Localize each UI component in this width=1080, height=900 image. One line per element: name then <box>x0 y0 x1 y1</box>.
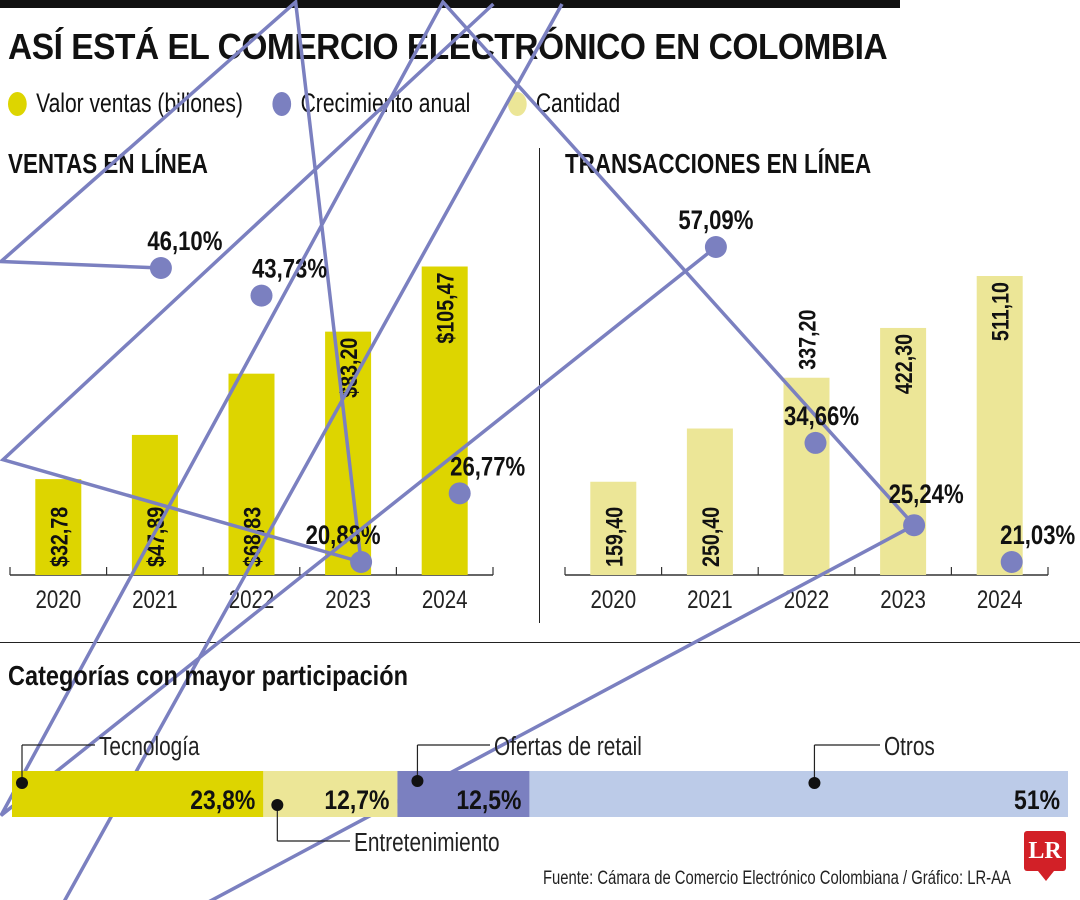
callout-dot <box>271 799 284 811</box>
lr-logo-icon: LR <box>1024 831 1066 881</box>
bar-value-label: 422,30 <box>890 334 917 394</box>
growth-value-label: 57,09% <box>678 206 753 236</box>
bar-value-label: 250,40 <box>697 507 724 567</box>
growth-point <box>1000 551 1023 573</box>
ventas-chart-title: VENTAS EN LÍNEA <box>8 148 208 179</box>
growth-point <box>804 431 827 454</box>
segment-value-label: 51% <box>1014 785 1060 815</box>
x-tick-label: 2024 <box>422 585 468 613</box>
x-tick-label: 2023 <box>325 585 371 613</box>
segment-value-label: 12,5% <box>456 785 521 815</box>
callout-dot <box>411 775 424 787</box>
bar-value-label: $68,83 <box>239 507 266 567</box>
horizontal-divider <box>0 642 1080 643</box>
growth-point <box>704 236 727 258</box>
callout-dot <box>16 777 28 789</box>
segment-otros <box>529 771 1068 817</box>
growth-point <box>448 482 471 505</box>
legend-dot-crecimiento-icon <box>272 91 292 116</box>
bar-2022 <box>228 373 275 575</box>
bar-2024 <box>976 276 1023 575</box>
bar-2021 <box>686 428 733 575</box>
bar-value-label: 159,40 <box>600 507 627 567</box>
x-tick-label: 2020 <box>35 585 81 613</box>
segment-category-label: Entretenimiento <box>354 828 500 857</box>
top-rule <box>0 0 900 8</box>
transacciones-chart-title: TRANSACCIONES EN LÍNEA <box>565 148 872 179</box>
segment-category-label: Tecnología <box>99 732 200 761</box>
x-tick-label: 2020 <box>590 585 636 613</box>
segment-value-label: 23,8% <box>190 785 255 815</box>
bar-value-label: 511,10 <box>987 282 1014 341</box>
growth-value-label: 46,10% <box>147 227 222 257</box>
growth-value-label: 21,03% <box>1000 521 1075 551</box>
bar-2020 <box>35 479 82 575</box>
growth-line <box>0 0 917 900</box>
segment-category-label: Ofertas de retail <box>494 732 642 761</box>
segment-category-label: Otros <box>884 732 935 761</box>
growth-point <box>903 514 926 537</box>
legend-dot-ventas-icon <box>8 91 27 116</box>
growth-line <box>0 0 495 565</box>
x-tick-label: 2023 <box>880 585 926 613</box>
growth-value-label: 20,88% <box>306 521 381 551</box>
legend-label: Valor ventas (billones) <box>36 88 243 118</box>
segment-entretenimiento <box>263 771 398 817</box>
growth-point <box>149 257 172 279</box>
growth-point <box>350 551 373 573</box>
growth-point <box>250 284 273 307</box>
bar-value-label: $32,78 <box>45 507 72 567</box>
growth-value-label: 34,66% <box>784 402 859 432</box>
legend-item-cantidad: Cantidad <box>507 88 621 119</box>
segment-tecnología <box>12 771 264 817</box>
source-note: Fuente: Cámara de Comercio Electrónico C… <box>543 868 1011 889</box>
x-tick-label: 2021 <box>132 585 178 613</box>
callout-dot <box>808 777 821 789</box>
growth-value-label: 25,24% <box>889 480 964 510</box>
segment-value-label: 12,7% <box>324 785 389 815</box>
bar-2024 <box>421 266 468 575</box>
bar-2020 <box>590 481 637 575</box>
bar-2022 <box>783 377 830 575</box>
x-tick-label: 2021 <box>687 585 733 613</box>
legend-dot-cantidad-icon <box>507 91 527 116</box>
growth-value-label: 43,73% <box>252 255 327 285</box>
categories-chart-title: Categorías con mayor participación <box>8 660 408 691</box>
legend-label: Cantidad <box>535 88 621 118</box>
bar-value-label: 337,20 <box>794 310 821 370</box>
x-tick-label: 2024 <box>977 585 1023 613</box>
legend-item-ventas: Valor ventas (billones) <box>8 88 243 119</box>
bar-value-label: $105,47 <box>432 273 459 344</box>
growth-value-label: 26,77% <box>450 452 525 482</box>
